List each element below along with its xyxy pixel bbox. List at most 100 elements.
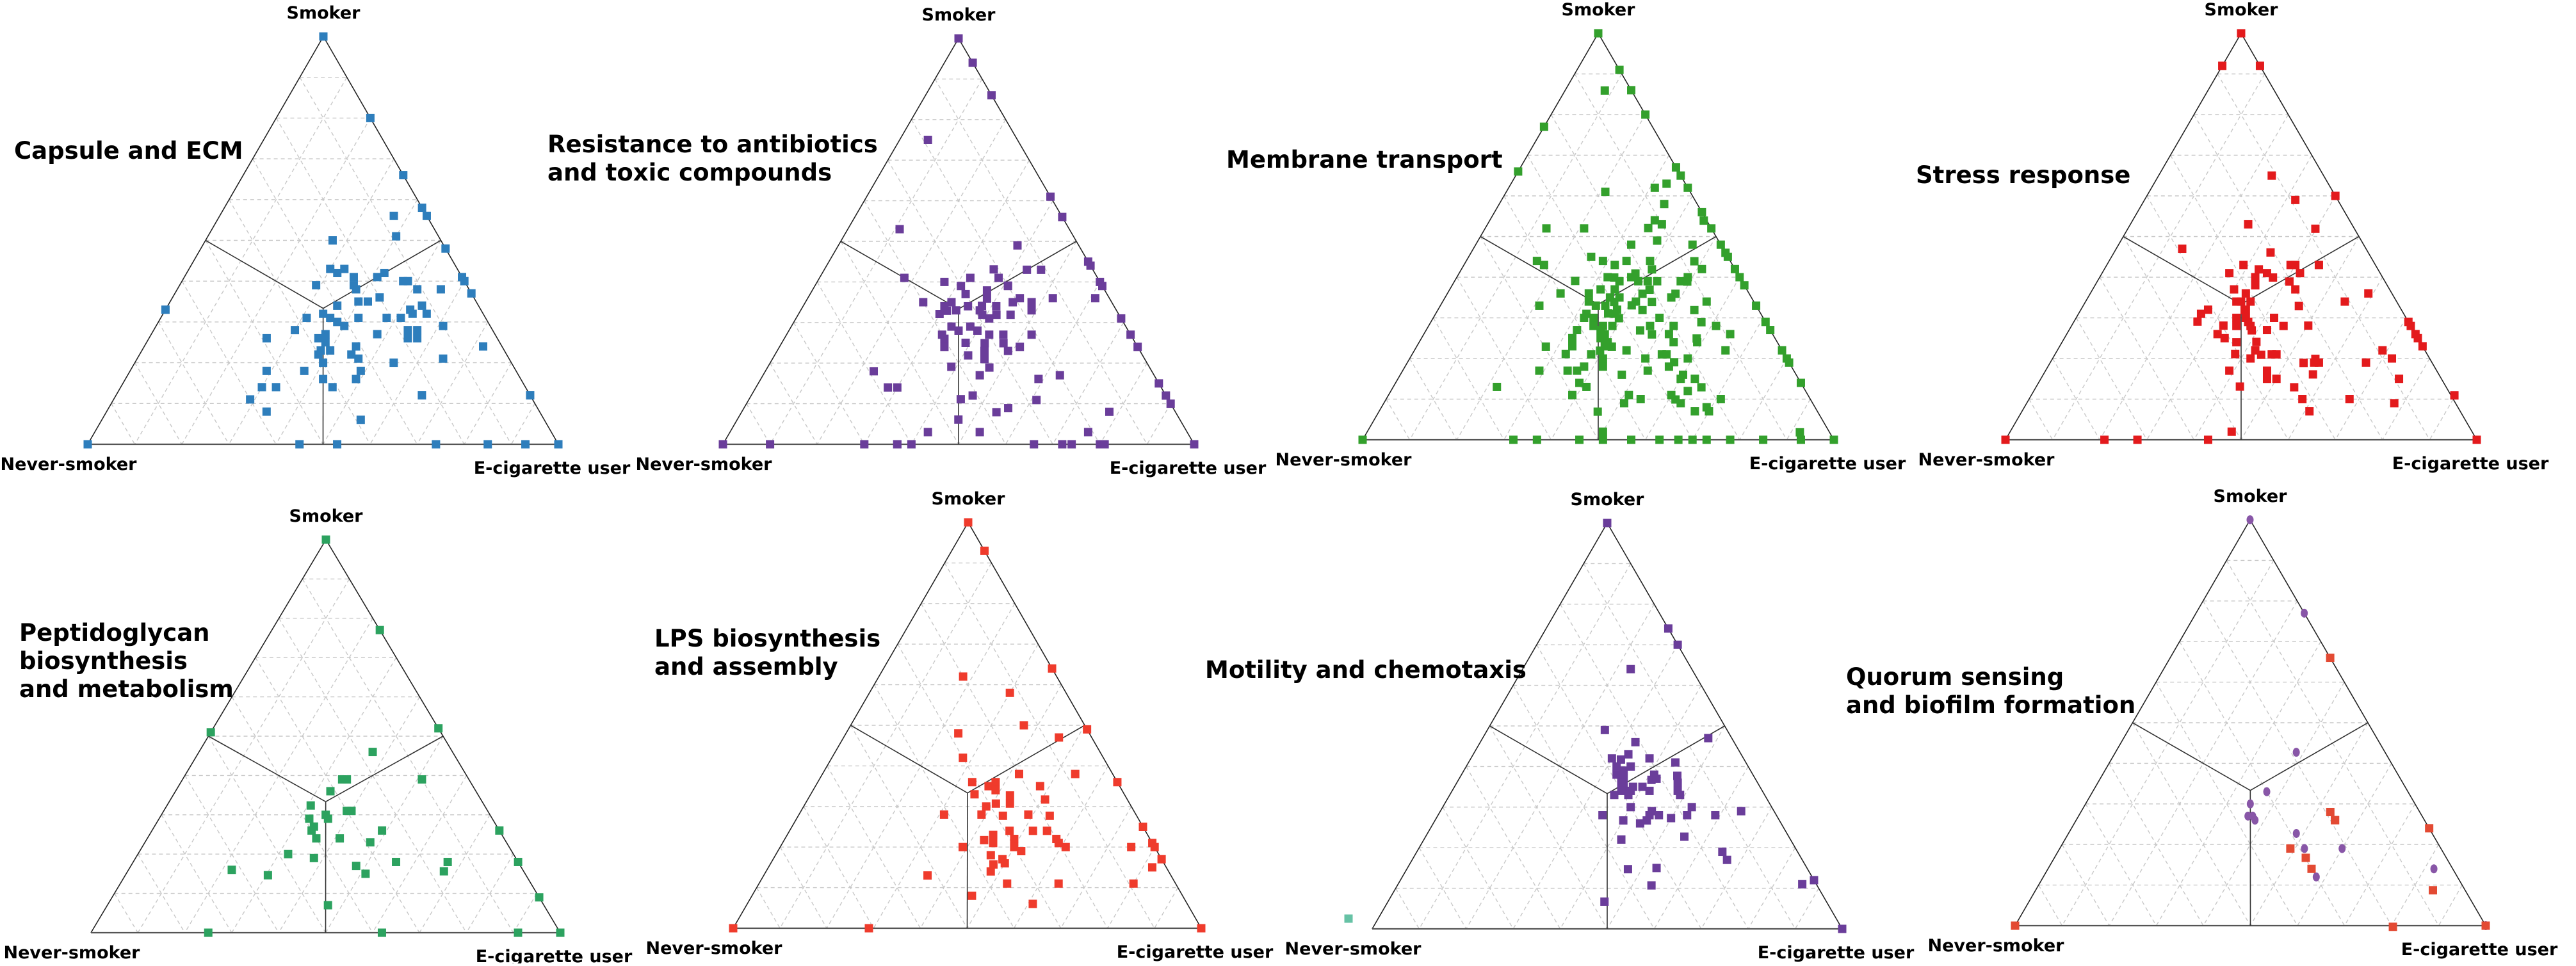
data-point xyxy=(1740,281,1749,289)
data-point xyxy=(2304,321,2312,330)
data-point xyxy=(989,839,998,847)
data-point xyxy=(940,302,948,310)
data-point xyxy=(1557,289,1565,298)
gridline xyxy=(1433,318,1503,440)
data-point xyxy=(985,314,993,323)
gridline xyxy=(1443,807,1513,929)
data-point xyxy=(1626,762,1635,771)
data-point xyxy=(1662,179,1671,188)
vertex-label-smoker: Smoker xyxy=(932,489,1006,509)
data-point xyxy=(2315,358,2323,367)
data-point xyxy=(1704,734,1712,743)
data-point xyxy=(514,929,522,937)
data-point xyxy=(207,728,215,736)
data-point xyxy=(1071,770,1080,778)
data-point xyxy=(1535,367,1544,375)
data-point xyxy=(2296,269,2305,277)
data-point xyxy=(962,339,970,347)
data-point xyxy=(1626,803,1635,811)
data-point xyxy=(1683,387,1692,395)
data-point xyxy=(2267,172,2276,180)
data-point xyxy=(326,346,334,355)
data-point xyxy=(319,375,327,383)
data-point xyxy=(1533,436,1541,444)
data-point xyxy=(2244,220,2253,229)
data-point xyxy=(955,326,963,335)
gridline xyxy=(2086,804,2156,926)
data-point xyxy=(1646,811,1654,819)
data-point xyxy=(2218,61,2226,70)
region-divider xyxy=(2133,723,2251,791)
data-point xyxy=(1759,436,1767,444)
data-point xyxy=(357,415,365,424)
data-point xyxy=(2482,922,2490,930)
panel-title: and toxic compounds xyxy=(547,159,832,186)
data-point xyxy=(959,753,967,762)
data-point xyxy=(2291,261,2299,269)
data-point xyxy=(1795,428,1804,437)
data-point xyxy=(1028,330,1036,339)
data-point xyxy=(1648,298,1656,306)
gridline xyxy=(111,403,135,444)
data-point xyxy=(1726,436,1735,444)
data-point xyxy=(1619,816,1628,825)
data-point xyxy=(413,326,421,334)
data-point xyxy=(1672,163,1680,172)
data-point xyxy=(1646,754,1654,762)
data-point xyxy=(1634,277,1642,286)
data-point xyxy=(1627,241,1635,249)
data-point xyxy=(989,831,998,839)
data-point xyxy=(2295,302,2303,310)
data-point xyxy=(947,362,955,371)
data-point xyxy=(321,338,330,346)
data-point xyxy=(1101,440,1109,449)
data-point xyxy=(2232,322,2240,330)
data-point xyxy=(1752,302,1760,310)
data-point xyxy=(1126,330,1135,339)
data-point xyxy=(980,836,988,844)
data-point xyxy=(1493,383,1501,391)
data-point xyxy=(2246,298,2255,306)
data-point xyxy=(1646,322,1654,330)
data-point xyxy=(369,748,377,756)
data-point xyxy=(957,282,965,290)
data-point xyxy=(1542,342,1550,351)
data-point xyxy=(2221,334,2229,342)
data-point xyxy=(521,440,530,449)
data-point xyxy=(378,929,386,937)
data-point xyxy=(2272,350,2281,358)
data-point xyxy=(2232,338,2240,346)
data-point xyxy=(1023,266,1031,274)
data-point xyxy=(1624,791,1633,799)
vertex-label-e-cigarette-user: E-cigarette user xyxy=(476,947,633,963)
data-point xyxy=(1723,856,1731,864)
data-point xyxy=(992,408,1001,416)
data-point xyxy=(1766,326,1774,334)
data-point xyxy=(1592,302,1600,310)
data-point xyxy=(1091,294,1099,302)
data-point xyxy=(1641,355,1649,363)
data-point xyxy=(399,277,407,286)
data-point xyxy=(1711,811,1719,819)
data-point xyxy=(2291,196,2299,204)
data-point xyxy=(870,367,878,375)
data-point xyxy=(952,306,960,314)
gridline xyxy=(1480,237,1598,440)
data-point xyxy=(1664,624,1673,632)
data-point xyxy=(1001,859,1009,867)
data-point xyxy=(340,322,348,330)
data-point xyxy=(1778,346,1786,355)
data-point xyxy=(328,236,337,245)
data-point xyxy=(2311,225,2319,233)
data-point xyxy=(460,277,469,286)
data-point xyxy=(1048,664,1057,673)
data-point xyxy=(1637,395,1645,403)
data-point xyxy=(1084,428,1092,436)
gridline xyxy=(1053,323,1123,444)
data-point xyxy=(352,285,360,293)
data-point xyxy=(1105,408,1114,416)
data-point xyxy=(1585,289,1593,298)
data-point xyxy=(314,350,323,358)
data-point xyxy=(991,786,1000,794)
vertex-label-e-cigarette-user: E-cigarette user xyxy=(1758,943,1915,963)
